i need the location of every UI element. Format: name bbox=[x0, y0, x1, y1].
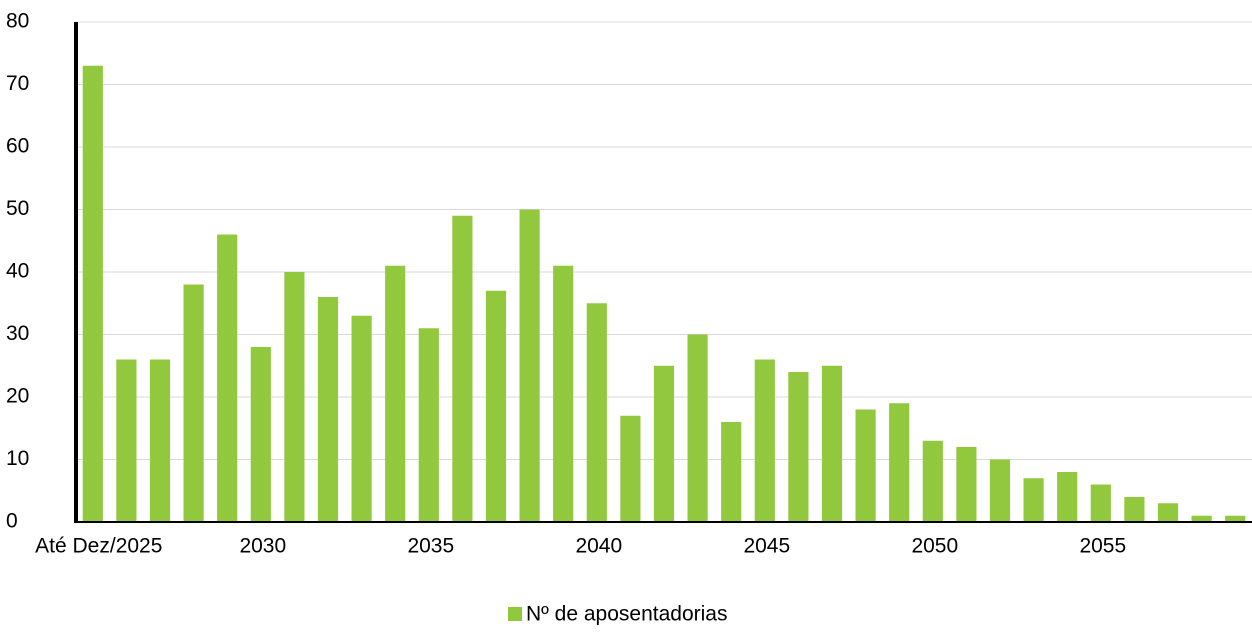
bar bbox=[82, 65, 103, 522]
y-tick-label: 60 bbox=[6, 135, 29, 158]
x-tick-label: Até Dez/2025 bbox=[35, 535, 162, 558]
y-tick-label: 10 bbox=[6, 447, 29, 470]
bar bbox=[754, 359, 775, 522]
legend-label: Nº de aposentadorias bbox=[526, 603, 727, 626]
bar bbox=[855, 409, 876, 522]
bar bbox=[989, 459, 1011, 522]
bar bbox=[1057, 472, 1078, 522]
bar bbox=[519, 209, 540, 522]
bar bbox=[418, 328, 439, 522]
bar bbox=[284, 272, 305, 522]
bar bbox=[922, 440, 943, 522]
y-tick-label: 70 bbox=[6, 72, 29, 95]
y-tick-label: 40 bbox=[6, 260, 29, 283]
y-tick-label: 50 bbox=[6, 197, 29, 220]
bar bbox=[956, 447, 977, 522]
bar bbox=[317, 297, 339, 522]
bar bbox=[351, 315, 372, 522]
bar bbox=[620, 415, 641, 522]
y-tick-label: 0 bbox=[6, 510, 18, 533]
bar bbox=[721, 422, 742, 522]
bar bbox=[1157, 503, 1179, 522]
legend-swatch bbox=[508, 607, 522, 621]
bar bbox=[1225, 515, 1246, 522]
bar bbox=[1191, 515, 1212, 522]
y-tick-label: 20 bbox=[6, 385, 29, 408]
bar bbox=[217, 234, 238, 522]
x-tick-label: 2030 bbox=[239, 535, 286, 558]
y-tick-label: 30 bbox=[6, 322, 29, 345]
bar bbox=[385, 265, 406, 522]
bar bbox=[653, 365, 675, 522]
bar bbox=[553, 265, 574, 522]
x-tick-label: 2050 bbox=[911, 535, 958, 558]
bar bbox=[149, 359, 171, 522]
x-tick-label: 2045 bbox=[743, 535, 790, 558]
bar bbox=[687, 334, 708, 522]
bar bbox=[1124, 497, 1145, 522]
x-tick-label: 2055 bbox=[1079, 535, 1126, 558]
bar bbox=[183, 284, 204, 522]
x-tick-label: 2035 bbox=[407, 535, 454, 558]
bar bbox=[788, 372, 809, 522]
bar bbox=[1023, 478, 1044, 522]
bar bbox=[821, 365, 843, 522]
bar bbox=[250, 347, 271, 522]
y-tick-label: 80 bbox=[6, 10, 29, 33]
bar bbox=[586, 303, 607, 522]
bar bbox=[1090, 484, 1111, 522]
x-tick-label: 2040 bbox=[575, 535, 622, 558]
bar bbox=[485, 290, 507, 522]
bar bbox=[889, 403, 910, 522]
bar bbox=[452, 215, 473, 522]
bar bbox=[116, 359, 137, 522]
